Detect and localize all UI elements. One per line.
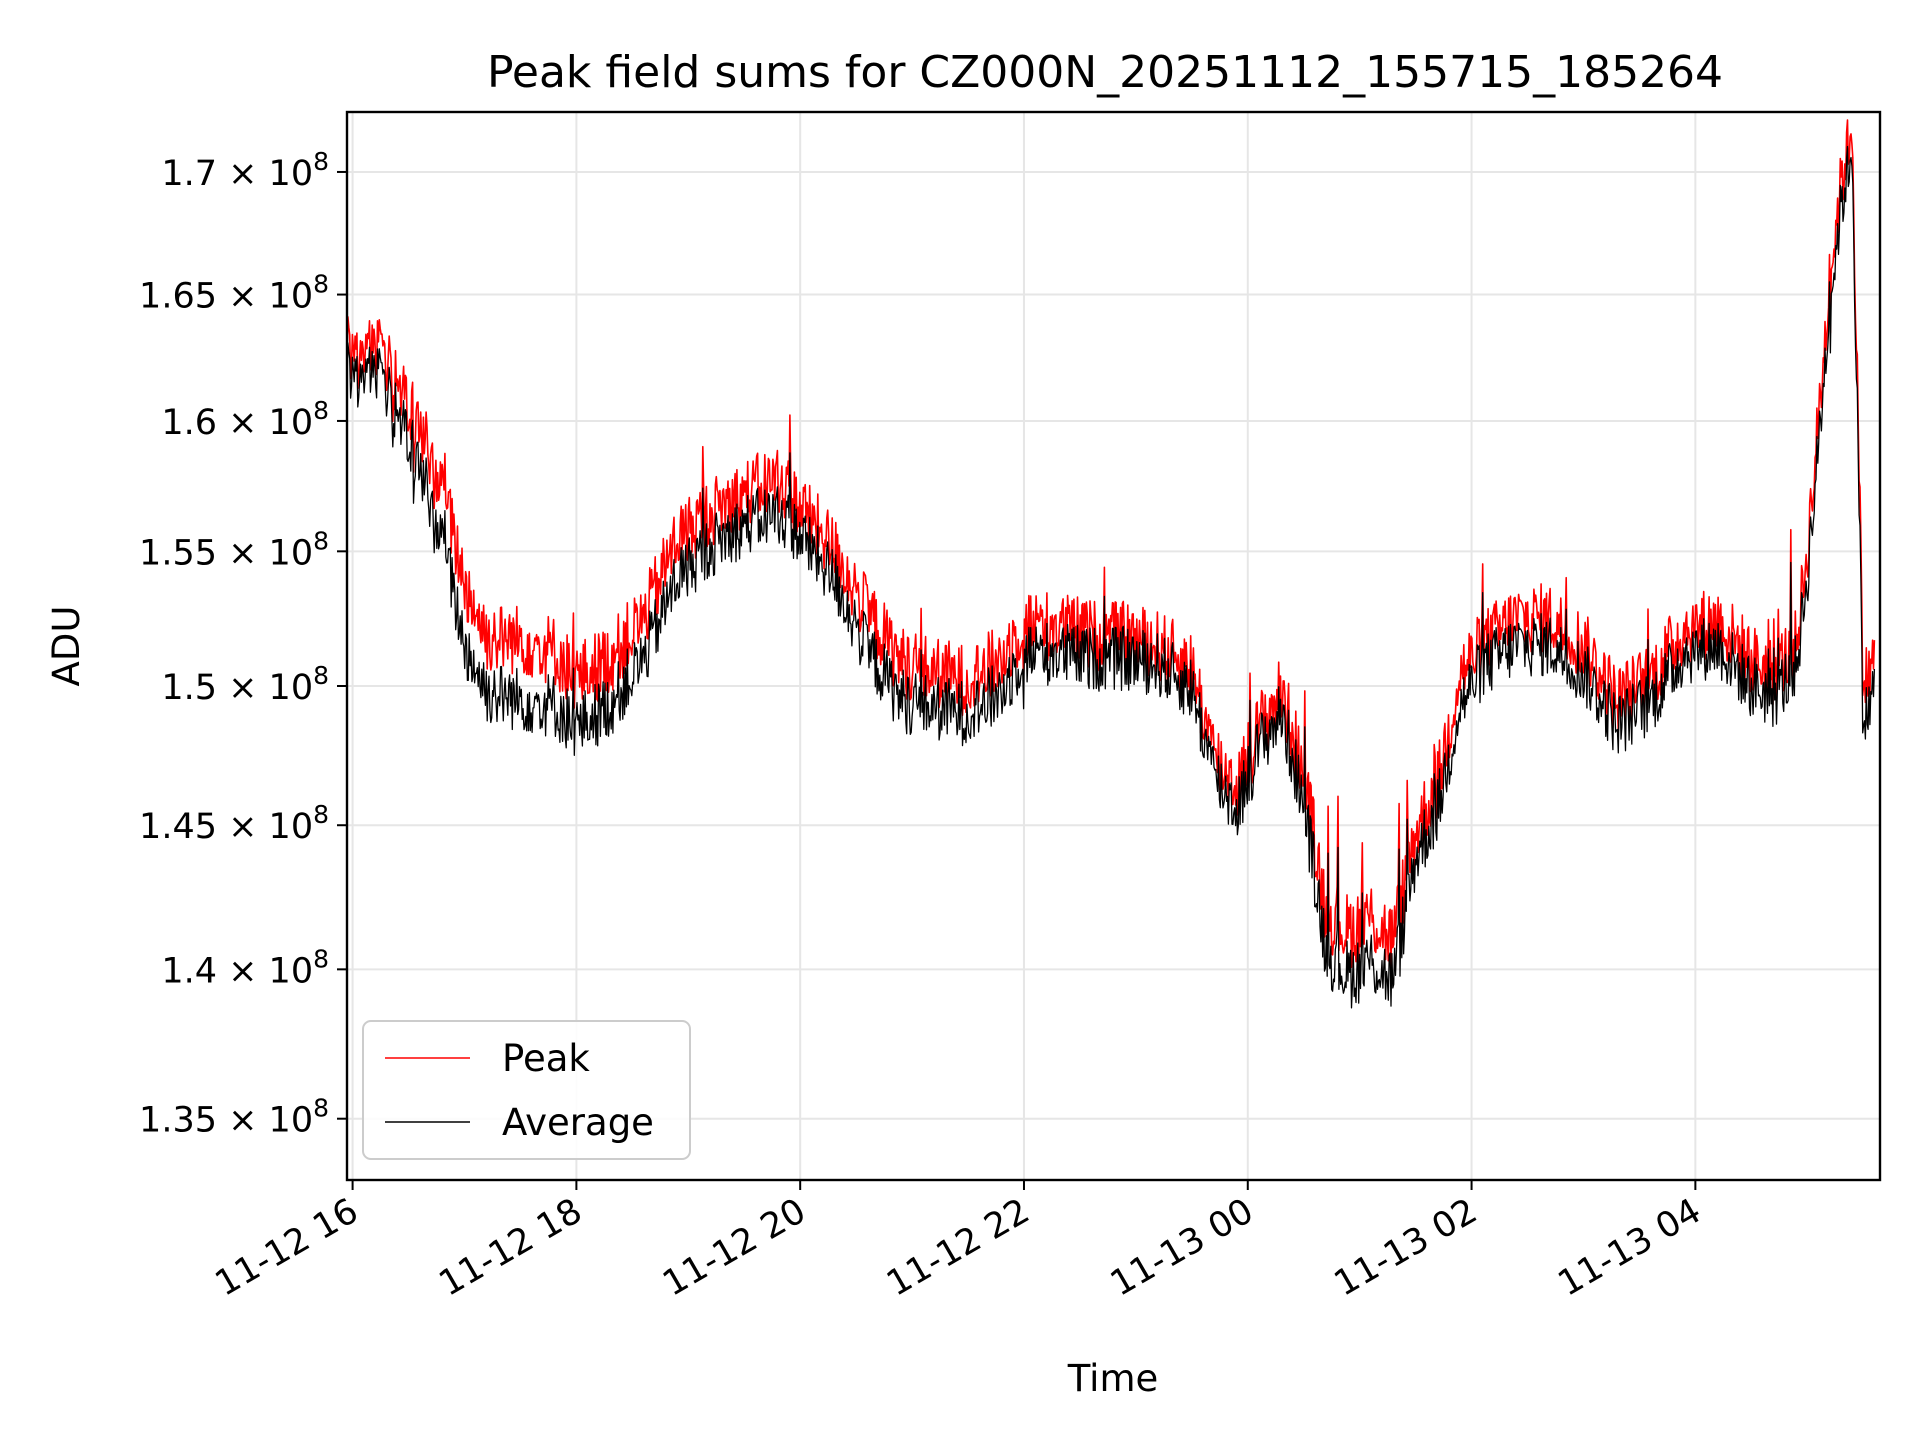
plot-frame (345, 110, 1882, 1182)
y-tick-label: 1.6 × 108 (161, 396, 329, 443)
series-line-average (346, 145, 1876, 1009)
chart-title: Peak field sums for CZ000N_20251112_1557… (487, 47, 1723, 98)
x-axis-label: Time (1067, 1357, 1159, 1400)
y-tick-label: 1.55 × 108 (139, 526, 329, 573)
y-tick-label: 1.45 × 108 (139, 800, 329, 847)
y-tick-label: 1.35 × 108 (139, 1094, 329, 1141)
y-axis: 1.35 × 108 1.4 × 108 1.45 × 108 1.5 × 108 1.… (139, 147, 347, 1141)
legend-box (362, 1020, 691, 1160)
y-tick-label: 1.65 × 108 (139, 270, 329, 317)
y-axis-label: ADU (45, 606, 88, 687)
y-tick-label: 1.5 × 108 (161, 661, 329, 708)
legend: Peak Average (362, 1020, 691, 1160)
legend-label-average: Average (502, 1101, 654, 1144)
series-layer (346, 119, 1876, 1009)
series-line-peak (346, 119, 1876, 969)
legend-label-peak: Peak (502, 1037, 590, 1080)
y-tick-label: 1.7 × 108 (161, 147, 329, 194)
y-tick-label: 1.4 × 108 (161, 944, 329, 991)
